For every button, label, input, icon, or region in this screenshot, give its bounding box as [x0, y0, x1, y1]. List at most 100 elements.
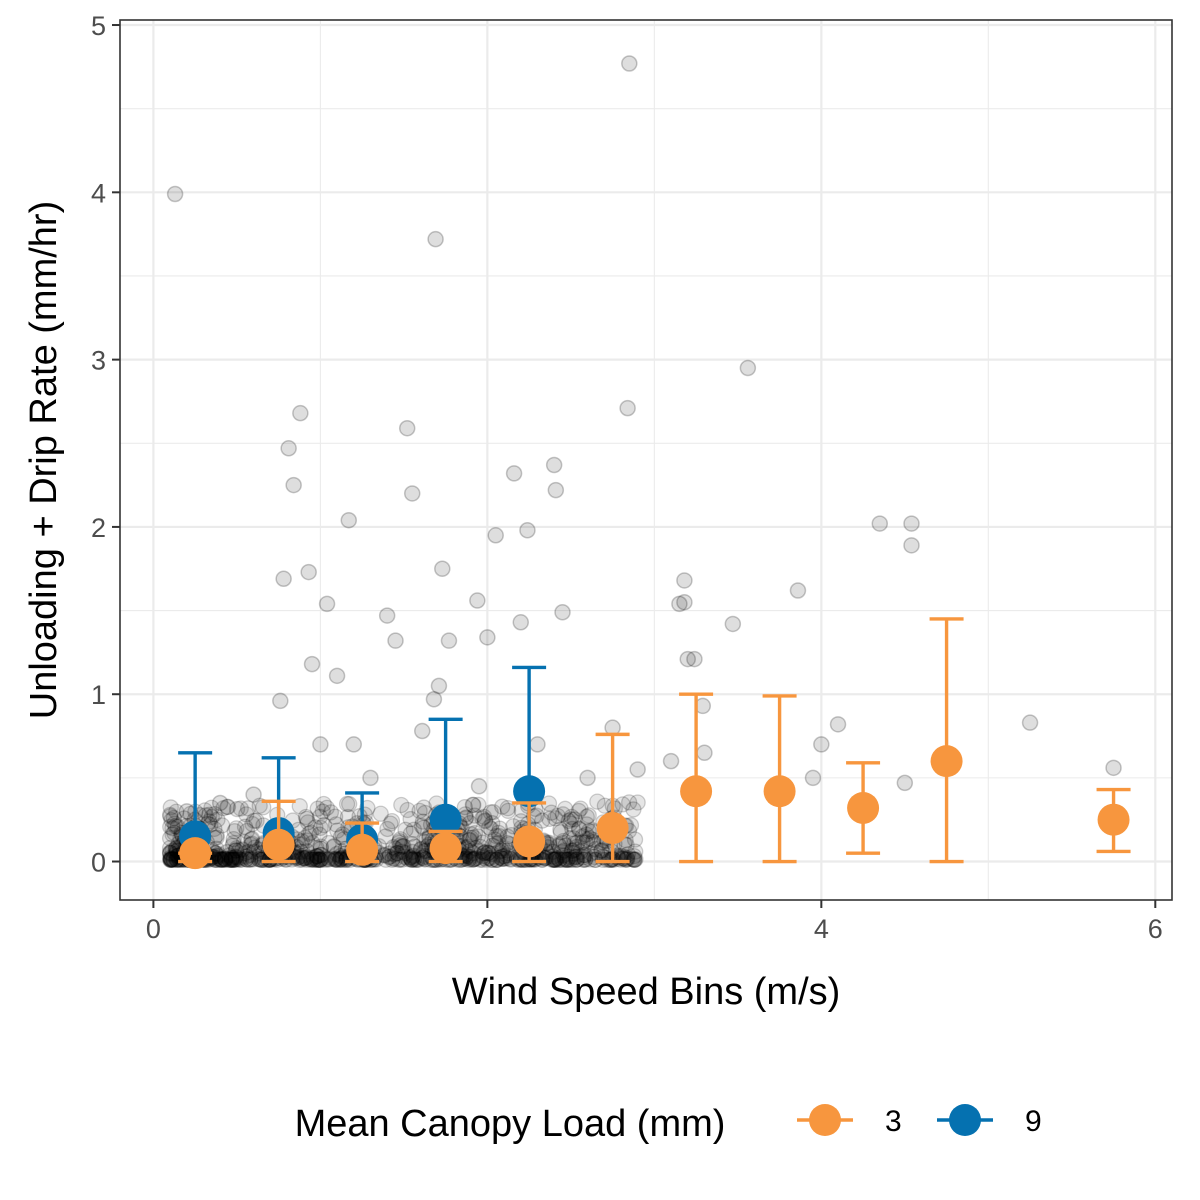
raw-point [903, 537, 920, 554]
raw-point [242, 836, 260, 853]
raw-point [294, 847, 311, 865]
raw-point [393, 796, 410, 814]
raw-point [248, 812, 265, 829]
raw-point [577, 847, 594, 864]
raw-point [396, 848, 413, 866]
raw-point [485, 803, 502, 821]
raw-point [312, 840, 329, 857]
raw-point [329, 851, 346, 868]
raw-point [580, 807, 597, 824]
raw-point [491, 843, 508, 860]
raw-point [434, 560, 451, 577]
raw-point [404, 843, 421, 861]
raw-point [427, 230, 444, 248]
raw-point [297, 849, 315, 867]
raw-point [474, 847, 492, 865]
raw-point [224, 837, 241, 854]
raw-point [619, 851, 636, 868]
raw-point [211, 794, 229, 812]
raw-point [563, 811, 580, 828]
raw-point [466, 825, 484, 842]
raw-point [216, 850, 234, 868]
raw-point [307, 819, 324, 836]
raw-point [545, 851, 562, 868]
raw-point [328, 851, 345, 868]
raw-point [459, 848, 476, 865]
raw-point [474, 834, 491, 851]
raw-point [543, 804, 560, 821]
raw-point [461, 842, 479, 860]
raw-point [483, 845, 500, 863]
raw-point [618, 851, 635, 868]
raw-point [627, 851, 644, 868]
raw-point [476, 812, 494, 829]
mean-point [513, 775, 546, 808]
raw-point [627, 843, 644, 860]
raw-point [626, 831, 644, 848]
raw-point [406, 838, 424, 855]
raw-point [463, 826, 480, 843]
raw-point [804, 769, 822, 787]
raw-point [243, 830, 261, 847]
raw-point [492, 849, 509, 866]
raw-point [392, 837, 409, 854]
raw-point [529, 736, 546, 753]
raw-point [487, 851, 505, 868]
raw-point [162, 851, 180, 868]
raw-point [300, 825, 318, 842]
raw-point [574, 834, 591, 851]
raw-point [425, 690, 443, 708]
raw-point [625, 801, 642, 818]
raw-point [568, 851, 586, 868]
raw-point [561, 848, 579, 865]
raw-point [471, 851, 489, 868]
raw-point [568, 848, 585, 865]
raw-point [230, 850, 248, 868]
raw-point [625, 847, 643, 865]
raw-point [227, 848, 244, 865]
raw-point [299, 814, 317, 831]
y-tick-label: 1 [91, 680, 106, 710]
raw-point [466, 850, 484, 868]
raw-point [547, 810, 564, 827]
raw-point [318, 799, 335, 817]
raw-point [242, 851, 259, 868]
raw-point [813, 736, 830, 753]
raw-point [394, 851, 411, 868]
raw-point [488, 851, 506, 868]
raw-point [216, 850, 233, 867]
raw-point [461, 815, 479, 832]
error-bar [929, 617, 964, 864]
mean-point [262, 828, 295, 861]
raw-point [671, 595, 688, 613]
raw-point [574, 828, 591, 845]
raw-point [221, 851, 238, 868]
raw-point [201, 806, 218, 823]
raw-point [479, 629, 496, 646]
raw-point [407, 851, 424, 868]
raw-point [402, 825, 420, 842]
raw-point [409, 851, 427, 868]
raw-point [325, 838, 342, 856]
raw-point [499, 842, 516, 859]
raw-point [569, 834, 586, 851]
raw-point [226, 823, 243, 840]
raw-point [414, 849, 431, 867]
raw-point [593, 842, 610, 859]
raw-point [487, 527, 504, 544]
legend-title: Mean Canopy Load (mm) [295, 1103, 726, 1145]
raw-point [203, 799, 220, 816]
mean-point [596, 812, 629, 845]
raw-point [228, 840, 245, 857]
raw-point [315, 817, 333, 834]
x-tick-label: 6 [1148, 914, 1163, 944]
raw-point [565, 845, 583, 862]
raw-point [305, 849, 323, 867]
raw-point [478, 851, 495, 868]
raw-point [223, 851, 240, 868]
raw-point [411, 802, 428, 820]
raw-point [402, 810, 419, 828]
raw-point [233, 851, 250, 868]
raw-point [238, 850, 255, 868]
raw-point [556, 850, 574, 868]
